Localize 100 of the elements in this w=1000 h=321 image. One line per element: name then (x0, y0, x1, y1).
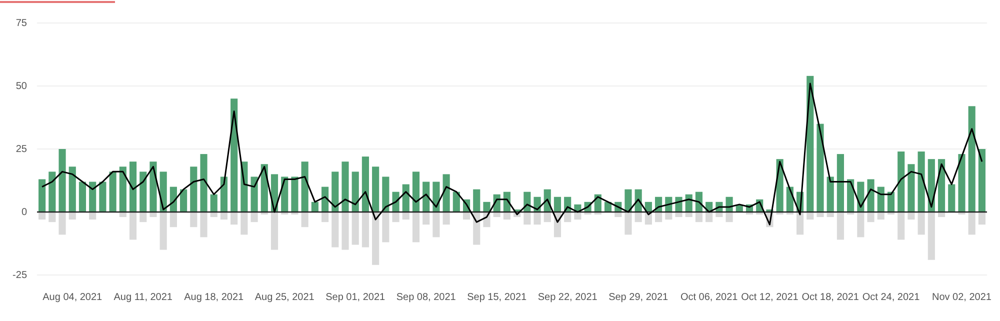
bar (140, 212, 147, 222)
y-tick-label: 0 (21, 207, 28, 218)
bar (918, 212, 925, 235)
bar (200, 154, 208, 212)
bar (372, 166, 380, 212)
bar (816, 124, 824, 212)
bar (968, 212, 976, 235)
y-tick-label: 75 (16, 18, 28, 30)
x-tick-label: Sep 22, 2021 (538, 292, 598, 304)
x-tick-label: Aug 25, 2021 (254, 292, 315, 304)
bar (867, 212, 874, 222)
bar (58, 149, 66, 212)
bar (270, 212, 278, 250)
bar (352, 212, 359, 245)
bar (352, 172, 359, 212)
bar (634, 212, 642, 222)
bar (695, 212, 703, 222)
bar (150, 162, 157, 212)
bar (220, 212, 228, 220)
bar (483, 202, 490, 212)
bar (362, 212, 369, 248)
bar (462, 212, 470, 220)
bar (301, 212, 308, 228)
bar (867, 179, 874, 212)
bar (918, 152, 925, 212)
x-tick-label: Aug 04, 2021 (42, 292, 103, 304)
bar (978, 149, 986, 212)
bar (412, 212, 420, 242)
bar (129, 162, 137, 212)
bar (342, 162, 349, 212)
bar (68, 166, 76, 212)
bar (524, 212, 531, 225)
bar (321, 212, 329, 222)
x-tick-label: Sep 01, 2021 (326, 292, 386, 304)
bar (220, 176, 228, 212)
bar (210, 194, 218, 212)
bar (432, 212, 440, 238)
x-tick-label: Oct 18, 2021 (802, 292, 860, 304)
bar (574, 212, 582, 220)
bar (836, 154, 844, 212)
bar (180, 189, 188, 212)
bar (250, 212, 258, 222)
x-tick-label: Aug 18, 2021 (184, 292, 244, 304)
bar (342, 212, 349, 250)
bar (948, 184, 956, 212)
bar (48, 212, 56, 222)
bar (119, 166, 126, 212)
bar (402, 212, 410, 220)
y-tick-label: 25 (16, 144, 28, 156)
bar (473, 212, 480, 245)
bar (968, 106, 976, 212)
bar (675, 212, 682, 218)
bar (706, 212, 713, 222)
bar (38, 212, 46, 220)
bar (332, 172, 339, 212)
bar (190, 212, 198, 228)
bar (857, 212, 864, 238)
bar (170, 212, 177, 228)
bar (392, 212, 400, 222)
bar (898, 212, 905, 240)
bar (250, 176, 258, 212)
bar (78, 182, 86, 212)
bar (726, 212, 733, 222)
bar (332, 212, 339, 248)
bar (816, 212, 824, 218)
bar (422, 212, 430, 225)
bar (826, 176, 834, 212)
bar (836, 212, 844, 240)
bar (68, 212, 76, 220)
x-tick-label: Oct 06, 2021 (680, 292, 738, 304)
bar (847, 179, 854, 212)
bar (150, 212, 157, 218)
bar (534, 212, 541, 225)
x-tick-label: Sep 15, 2021 (467, 292, 528, 304)
bar (796, 212, 804, 235)
bar (412, 172, 420, 212)
bar (140, 172, 147, 212)
bar (978, 212, 986, 225)
bar (442, 174, 450, 212)
bar (38, 179, 46, 212)
bar (473, 189, 480, 212)
y-tick-label: 50 (16, 81, 28, 92)
line-series (41, 82, 983, 226)
bar (382, 176, 390, 212)
bar (48, 172, 56, 212)
bar (877, 186, 884, 212)
bar (372, 212, 380, 265)
x-tick-label: Sep 29, 2021 (608, 292, 669, 304)
bar (160, 212, 167, 250)
bar (544, 212, 551, 222)
bar (109, 172, 116, 212)
x-tick-label: Sep 08, 2021 (396, 292, 456, 304)
bar (99, 182, 106, 212)
bar (624, 212, 632, 235)
x-tick-label: Nov 02, 2021 (932, 292, 992, 304)
bar (442, 212, 450, 225)
bar (382, 212, 390, 242)
bar (89, 182, 96, 212)
bar (230, 212, 238, 225)
x-tick-label: Oct 24, 2021 (862, 292, 920, 304)
